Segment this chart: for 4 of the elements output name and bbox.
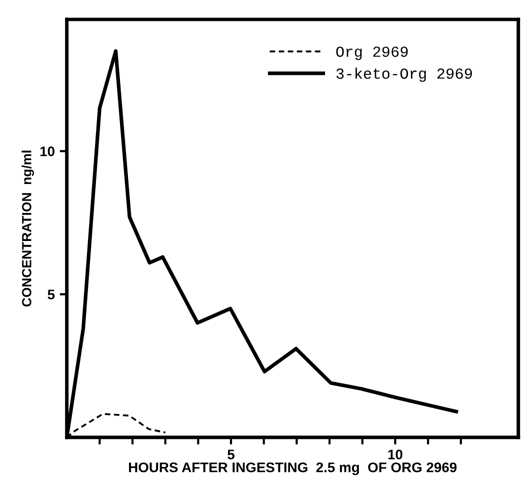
y-axis-title: CONCENTRATION ng/ml (22, 150, 34, 307)
legend-label: 3-keto-Org 2969 (336, 68, 472, 82)
x-axis-title: HOURS AFTER INGESTING 2.5 mg OF ORG 2969 (129, 462, 457, 476)
legend-label: Org 2969 (336, 46, 408, 60)
